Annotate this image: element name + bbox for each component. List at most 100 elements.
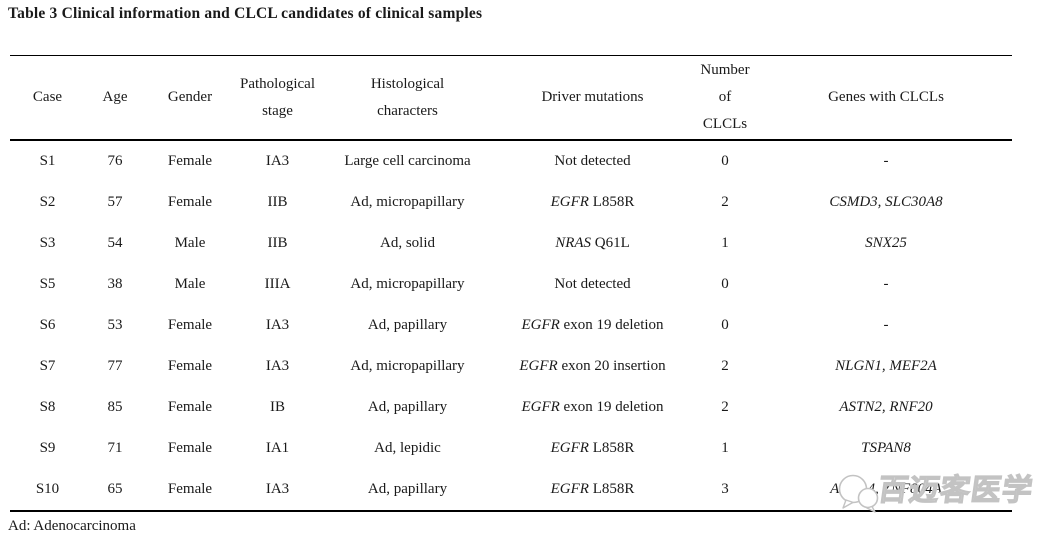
cell-histology: Ad, papillary <box>367 317 448 333</box>
cell-clcl-count: 2 <box>721 358 729 374</box>
cell-age: 57 <box>107 194 123 210</box>
table-row-s8: S8 85 Female IB Ad, papillary EGFR exon … <box>10 387 1012 428</box>
cell-histology: Large cell carcinoma <box>344 153 471 169</box>
cell-stage: IA3 <box>265 481 290 497</box>
cell-driver-mutation: EGFR L858R <box>495 440 690 457</box>
cell-histology: Ad, lepidic <box>374 440 441 456</box>
cell-gender: Female <box>167 153 213 169</box>
cell-gender: Female <box>167 481 213 497</box>
cell-stage: IA3 <box>265 153 290 169</box>
driver-gene: EGFR <box>550 481 589 497</box>
col-header-driver-mutations: Driver mutations <box>541 89 644 105</box>
cell-case: S10 <box>35 481 60 497</box>
cell-gender: Female <box>167 399 213 415</box>
cell-stage: IIIA <box>264 276 291 292</box>
table-header-row: Case Age Gender Pathological stage Histo… <box>10 56 1012 141</box>
table-title: Table 3 Clinical information and CLCL ca… <box>8 5 483 22</box>
col-header-pathological-stage: Pathological stage <box>240 75 315 119</box>
cell-histology: Ad, micropapillary <box>350 276 465 292</box>
cell-gender: Male <box>174 276 206 292</box>
cell-case: S5 <box>39 276 56 292</box>
cell-driver-mutation: EGFR L858R <box>495 481 690 498</box>
cell-clcl-count: 0 <box>721 317 729 333</box>
cell-genes: - <box>883 317 889 333</box>
cell-gender: Female <box>167 358 213 374</box>
driver-text: L858R <box>592 440 635 456</box>
driver-text: Not detected <box>554 276 631 292</box>
driver-gene: EGFR <box>550 440 589 456</box>
cell-clcl-count: 0 <box>721 153 729 169</box>
driver-text: L858R <box>592 481 635 497</box>
table-row-s1: S1 76 Female IA3 Large cell carcinoma No… <box>10 141 1012 182</box>
cell-case: S2 <box>39 194 56 210</box>
table-body: S1 76 Female IA3 Large cell carcinoma No… <box>10 141 1012 512</box>
cell-age: 54 <box>107 235 123 251</box>
table-row-s3: S3 54 Male IIB Ad, solid NRAS Q61L 1 SNX… <box>10 223 1012 264</box>
driver-gene: EGFR <box>521 317 560 333</box>
cell-stage: IIB <box>267 194 288 210</box>
cell-clcl-count: 0 <box>721 276 729 292</box>
cell-clcl-count: 1 <box>721 440 729 456</box>
cell-case: S9 <box>39 440 56 456</box>
table-row-s2: S2 57 Female IIB Ad, micropapillary EGFR… <box>10 182 1012 223</box>
cell-clcl-count: 3 <box>721 481 729 497</box>
driver-gene: NRAS <box>555 235 592 251</box>
watermark: 百迈客医学 <box>834 465 1036 517</box>
driver-text: Q61L <box>594 235 630 251</box>
cell-gender: Female <box>167 317 213 333</box>
cell-driver-mutation: NRAS Q61L <box>495 235 690 252</box>
cell-genes: SNX25 <box>865 235 907 251</box>
cell-case: S1 <box>39 153 56 169</box>
col-header-histological-characters: Histological characters <box>370 75 445 119</box>
cell-age: 65 <box>107 481 123 497</box>
table-row-s6: S6 53 Female IA3 Ad, papillary EGFR exon… <box>10 305 1012 346</box>
cell-histology: Ad, solid <box>379 235 435 251</box>
col-header-genes-with-clcls: Genes with CLCLs <box>828 89 944 105</box>
cell-age: 76 <box>107 153 123 169</box>
cell-age: 77 <box>107 358 123 374</box>
cell-age: 38 <box>107 276 123 292</box>
col-header-age: Age <box>102 89 128 105</box>
driver-gene: EGFR <box>550 194 589 210</box>
cell-stage: IB <box>270 399 285 415</box>
cell-histology: Ad, micropapillary <box>350 194 465 210</box>
cell-case: S7 <box>39 358 56 374</box>
col-header-gender: Gender <box>167 89 213 105</box>
cell-driver-mutation: EGFR exon 20 insertion <box>495 358 690 375</box>
table-row-s7: S7 77 Female IA3 Ad, micropapillary EGFR… <box>10 346 1012 387</box>
cell-driver-mutation: EGFR L858R <box>495 194 690 211</box>
cell-age: 71 <box>107 440 123 456</box>
cell-stage: IIB <box>267 235 288 251</box>
cell-age: 85 <box>107 399 123 415</box>
cell-genes: NLGN1, MEF2A <box>835 358 937 374</box>
cell-stage: IA3 <box>265 358 290 374</box>
cell-case: S3 <box>39 235 56 251</box>
clinical-samples-table: Case Age Gender Pathological stage Histo… <box>10 55 1012 512</box>
cell-stage: IA1 <box>265 440 290 456</box>
cell-gender: Female <box>167 194 213 210</box>
cell-driver-mutation: EGFR exon 19 deletion <box>495 317 690 334</box>
cell-driver-mutation: Not detected <box>495 153 690 170</box>
driver-text: exon 19 deletion <box>563 317 664 333</box>
cell-driver-mutation: EGFR exon 19 deletion <box>495 399 690 416</box>
cell-stage: IA3 <box>265 317 290 333</box>
driver-text: Not detected <box>554 153 631 169</box>
cell-clcl-count: 2 <box>721 194 729 210</box>
cell-genes: - <box>883 276 889 292</box>
cell-case: S6 <box>39 317 56 333</box>
cell-case: S8 <box>39 399 56 415</box>
cell-histology: Ad, papillary <box>367 399 448 415</box>
cell-clcl-count: 2 <box>721 399 729 415</box>
cell-histology: Ad, papillary <box>367 481 448 497</box>
driver-text: exon 19 deletion <box>563 399 664 415</box>
cell-clcl-count: 1 <box>721 235 729 251</box>
table-row-s9: S9 71 Female IA1 Ad, lepidic EGFR L858R … <box>10 428 1012 469</box>
cell-age: 53 <box>107 317 123 333</box>
cell-genes: ASTN2, RNF20 <box>839 399 933 415</box>
driver-text: L858R <box>592 194 635 210</box>
driver-gene: EGFR <box>521 399 560 415</box>
footnote: Ad: Adenocarcinoma <box>8 518 136 534</box>
watermark-text: 百迈客医学 <box>875 472 1036 508</box>
cell-genes: TSPAN8 <box>861 440 911 456</box>
